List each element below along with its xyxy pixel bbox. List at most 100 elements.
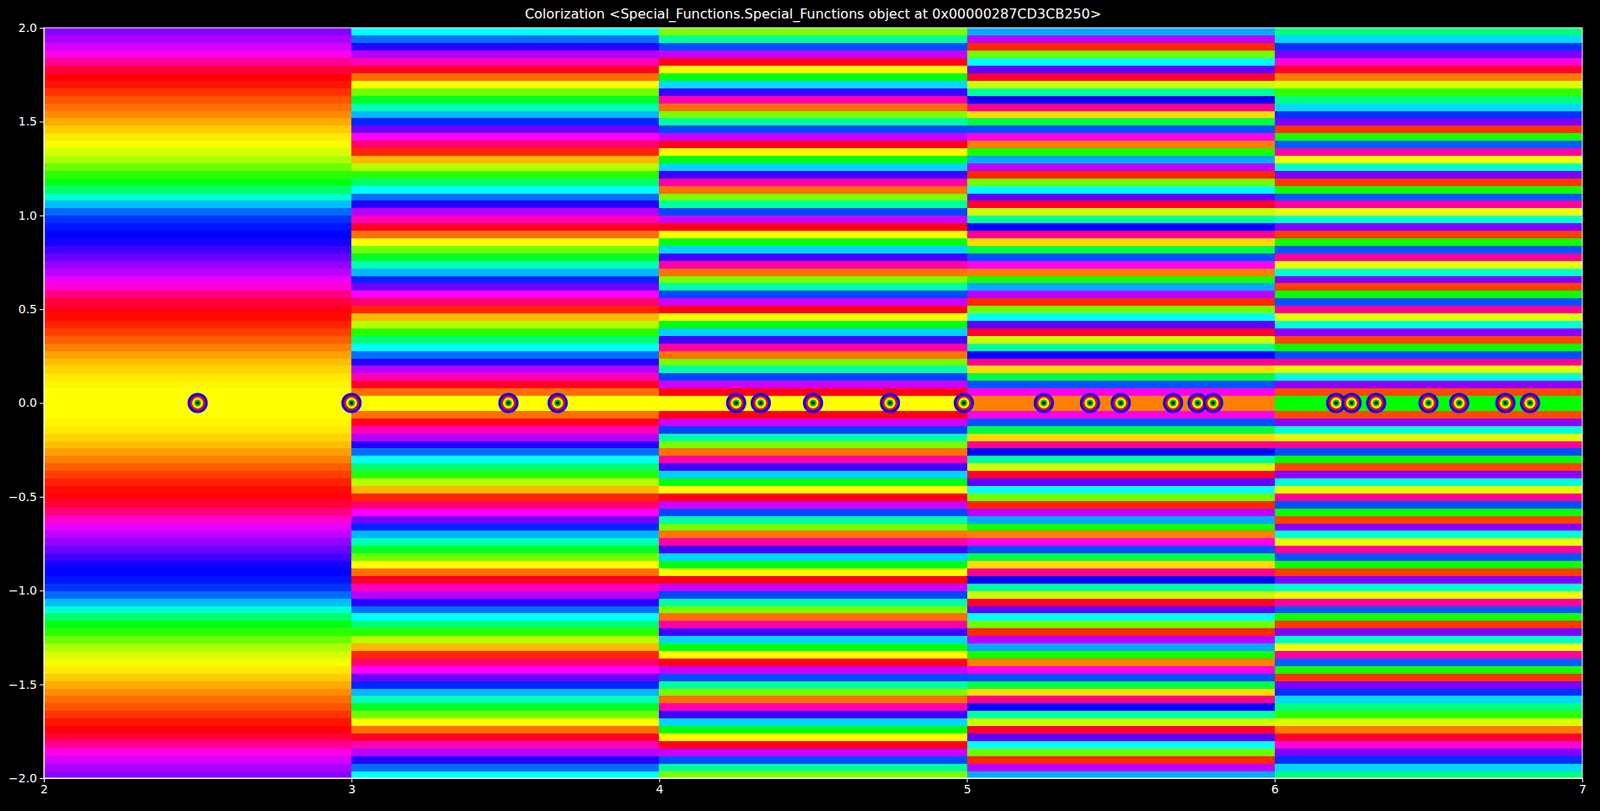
zero-ring <box>1167 397 1179 409</box>
cell <box>658 102 967 112</box>
cell <box>351 230 659 239</box>
zero-ring <box>1524 397 1536 409</box>
cell <box>351 447 659 456</box>
cell <box>967 139 1275 149</box>
cell <box>43 650 352 659</box>
cell <box>351 87 659 97</box>
cell <box>351 132 659 141</box>
cell <box>658 372 967 381</box>
zero-ring <box>343 395 359 412</box>
cell <box>967 702 1275 712</box>
zero-ring <box>1203 393 1224 414</box>
zero-ring <box>1211 401 1215 406</box>
cell <box>351 49 659 59</box>
cell <box>1274 342 1583 352</box>
cell <box>1274 102 1583 112</box>
zero-ring <box>802 393 824 414</box>
cell <box>658 635 967 644</box>
cell <box>351 237 659 247</box>
cell <box>43 447 352 456</box>
zero-ring <box>1420 395 1436 412</box>
zero-ring <box>506 401 510 406</box>
zero <box>1495 393 1516 414</box>
cell <box>658 492 967 502</box>
zero-ring <box>1118 401 1123 406</box>
cell <box>351 417 659 427</box>
cell <box>1274 552 1583 562</box>
cell <box>1274 755 1583 765</box>
cell <box>1274 177 1583 187</box>
cell <box>43 612 352 621</box>
cell <box>658 358 967 367</box>
cell <box>43 185 352 194</box>
cell <box>43 192 352 202</box>
cell <box>1274 433 1583 442</box>
cell <box>351 364 659 374</box>
zero <box>750 393 771 414</box>
cell <box>43 117 352 126</box>
cell <box>967 42 1275 51</box>
cell <box>351 515 659 525</box>
cell <box>43 545 352 554</box>
cell <box>658 155 967 164</box>
tick-mark <box>39 684 44 686</box>
cell <box>967 245 1275 254</box>
cell <box>658 312 967 322</box>
zero-ring <box>956 395 972 412</box>
zero-ring <box>1424 400 1432 407</box>
cell <box>1274 312 1583 322</box>
zero-ring <box>1332 400 1340 407</box>
cell <box>351 342 659 352</box>
zero <box>1365 393 1386 414</box>
cell <box>43 155 352 164</box>
cell <box>1274 207 1583 216</box>
cell <box>1274 132 1583 141</box>
zero-ring <box>1426 401 1430 406</box>
cell <box>967 695 1275 704</box>
cell <box>658 87 967 97</box>
cell <box>967 680 1275 690</box>
cell <box>1274 620 1583 629</box>
zero-ring <box>1088 401 1092 406</box>
cell <box>351 552 659 562</box>
cell <box>658 379 967 389</box>
cell <box>1274 124 1583 134</box>
cell <box>43 350 352 359</box>
zero-ring <box>1169 400 1177 407</box>
cell <box>967 477 1275 487</box>
cell <box>1274 192 1583 202</box>
cell <box>43 680 352 690</box>
cell <box>1274 658 1583 667</box>
zeros <box>187 393 1541 414</box>
zero-ring <box>960 400 968 407</box>
cell <box>43 560 352 569</box>
zero-ring <box>347 400 355 407</box>
zero <box>802 393 824 414</box>
cell <box>967 57 1275 66</box>
cell <box>351 642 659 652</box>
zero-ring <box>1038 397 1049 409</box>
cell <box>43 312 352 322</box>
cell <box>351 358 659 367</box>
cell <box>351 710 659 719</box>
cell <box>43 740 352 750</box>
cell <box>351 567 659 577</box>
cell <box>658 454 967 464</box>
cell <box>43 605 352 615</box>
cell <box>351 170 659 179</box>
zero <box>497 393 519 414</box>
cell <box>1274 34 1583 43</box>
cell <box>1274 627 1583 637</box>
zero-ring <box>1196 401 1200 406</box>
cell <box>967 740 1275 750</box>
cell <box>1274 605 1583 615</box>
cell <box>43 665 352 675</box>
zero <box>341 393 362 414</box>
cell <box>43 748 352 757</box>
tick-label: 3 <box>347 782 356 797</box>
cell <box>43 688 352 697</box>
zero-ring <box>1346 397 1358 409</box>
cell <box>1274 139 1583 149</box>
cell <box>351 508 659 517</box>
cell <box>43 470 352 479</box>
